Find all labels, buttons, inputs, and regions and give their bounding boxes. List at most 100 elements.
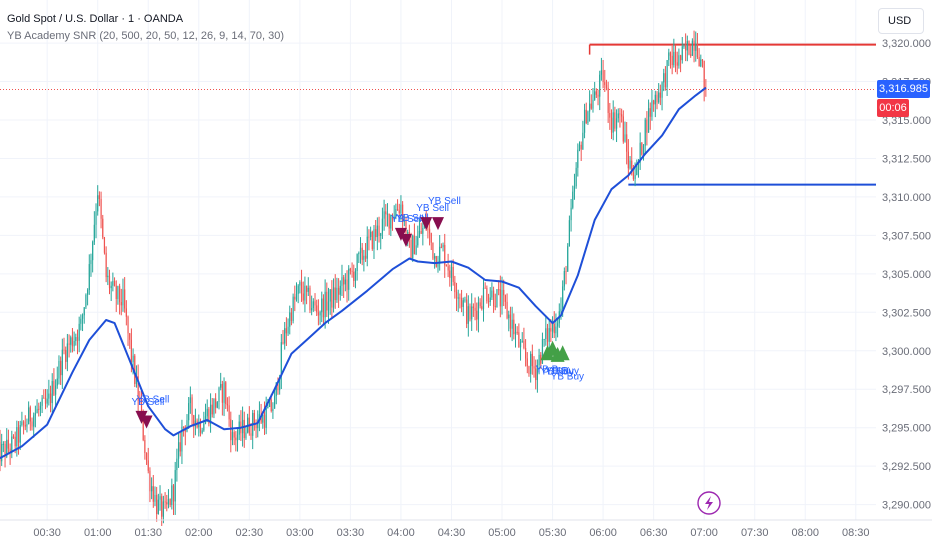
- buy-label: YB Buy: [546, 366, 579, 377]
- candle-body: [39, 405, 42, 410]
- sell-marker: [140, 415, 153, 429]
- x-tick-label: 08:30: [842, 527, 870, 539]
- legend: Gold Spot / U.S. Dollar · 1 · OANDA YB A…: [7, 11, 284, 45]
- candle-body: [87, 289, 89, 295]
- candle-body: [573, 186, 576, 192]
- candle-body: [119, 286, 121, 303]
- candle-body: [636, 164, 638, 175]
- candle-body: [253, 412, 255, 425]
- candle-body: [176, 458, 178, 471]
- candle-body: [188, 403, 190, 421]
- candle-body: [307, 287, 309, 292]
- candle-body: [265, 408, 267, 428]
- candle-body: [700, 59, 702, 67]
- candle-body: [203, 423, 205, 431]
- candle-body: [557, 323, 559, 327]
- candle-body: [147, 460, 149, 471]
- candle-body: [513, 319, 515, 335]
- candle-body: [380, 233, 382, 236]
- candle-body: [676, 62, 678, 66]
- candle-body: [565, 271, 567, 273]
- candle-body: [526, 358, 528, 367]
- candle-body: [538, 354, 540, 366]
- currency-button[interactable]: USD: [878, 8, 924, 34]
- candle-body: [324, 291, 326, 318]
- sell-label: YB Sell: [132, 397, 165, 408]
- candle-body: [494, 305, 496, 308]
- candle-body: [428, 229, 431, 234]
- candle-body: [270, 399, 272, 412]
- candle-body: [156, 495, 158, 515]
- candle-body: [348, 268, 350, 290]
- candle-body: [402, 204, 404, 222]
- sell-label: YB Sell: [396, 213, 429, 224]
- candle-body: [604, 82, 606, 85]
- time-axis[interactable]: 00:30 01:00 01:30 02:00 02:30 03:00 03:30 04:00…: [0, 519, 932, 539]
- candle-body: [132, 355, 134, 363]
- candle-body: [361, 247, 363, 260]
- candle-body: [22, 421, 25, 425]
- candle-body: [164, 501, 166, 503]
- candle-body: [102, 218, 104, 238]
- candle-body: [292, 296, 294, 321]
- candle-body: [546, 328, 549, 342]
- candle-body: [597, 94, 599, 97]
- candle-body: [36, 408, 38, 414]
- candle-body: [60, 360, 62, 376]
- candle-body: [338, 287, 340, 295]
- y-tick-label: 3,297.500: [882, 384, 931, 396]
- candle-body: [649, 108, 651, 117]
- candle-body: [300, 282, 303, 294]
- candle-body: [309, 287, 311, 311]
- candle-body: [331, 289, 333, 308]
- candle-body: [422, 228, 424, 234]
- candle-body: [582, 132, 584, 150]
- candle-body: [548, 328, 550, 342]
- x-tick-label: 06:30: [640, 527, 668, 539]
- candle-body: [209, 404, 212, 424]
- candle-body: [243, 419, 245, 439]
- candle-body: [78, 323, 80, 341]
- indicator-label[interactable]: YB Academy SNR (20, 500, 20, 50, 12, 26,…: [7, 30, 285, 42]
- candle-body: [7, 439, 10, 449]
- candle-body: [186, 420, 188, 432]
- candle-body: [225, 382, 227, 404]
- candle-body: [518, 332, 520, 348]
- sell-marker: [399, 234, 412, 247]
- y-tick-label: 3,302.500: [882, 307, 931, 319]
- candle-body: [577, 149, 579, 168]
- candle-body: [44, 397, 47, 404]
- candle-body: [24, 424, 26, 427]
- x-tick-label: 01:30: [134, 527, 162, 539]
- candle-body: [455, 292, 458, 299]
- candle-body: [189, 397, 191, 404]
- candle-body: [134, 355, 136, 384]
- candle-body: [487, 301, 490, 303]
- candle-body: [282, 342, 284, 344]
- candle-body: [489, 297, 491, 303]
- candle-body: [501, 289, 503, 307]
- moving-average: [0, 86, 707, 460]
- candle-body: [103, 237, 106, 253]
- y-tick-label: 3,310.000: [882, 192, 931, 204]
- candle-body: [336, 287, 338, 301]
- candle-body: [285, 328, 287, 334]
- grid: [0, 0, 876, 520]
- candle-body: [329, 289, 331, 302]
- candle-body: [386, 213, 389, 215]
- candle-body: [528, 366, 530, 374]
- candle-body: [415, 245, 417, 255]
- candle-body: [393, 216, 395, 220]
- candle-body: [161, 496, 163, 517]
- candle-body: [321, 298, 323, 313]
- lightning-icon[interactable]: [697, 491, 721, 515]
- candle-body: [498, 289, 500, 291]
- candle-body: [262, 414, 264, 423]
- candle-body: [49, 393, 52, 404]
- candle-body: [390, 214, 392, 229]
- candle-body: [540, 354, 542, 364]
- candle-body: [681, 46, 683, 61]
- candle-body: [255, 424, 257, 429]
- candle-body: [290, 312, 293, 321]
